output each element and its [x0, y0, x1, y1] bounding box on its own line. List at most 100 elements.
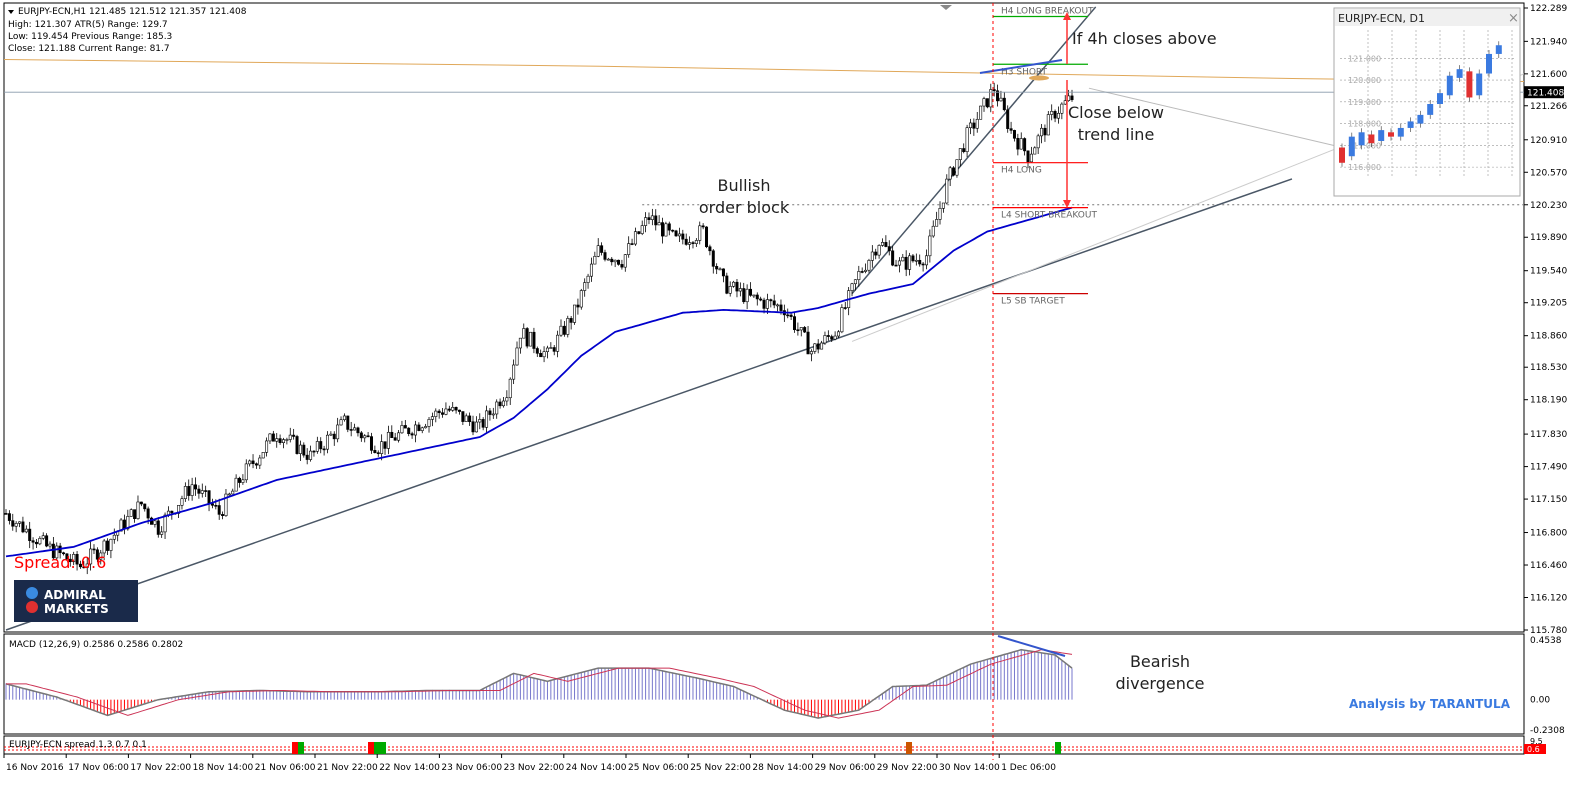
candle-body: [803, 327, 807, 333]
candle-body: [952, 167, 956, 176]
level-label: L5 SB TARGET: [1001, 297, 1065, 307]
candle-body: [999, 97, 1003, 102]
candle-body: [488, 410, 492, 415]
candle-body: [376, 452, 380, 454]
candle-body: [72, 554, 76, 563]
candle-body: [718, 268, 722, 271]
price-tick-label: 117.150: [1530, 495, 1567, 505]
collapse-triangle-icon[interactable]: [8, 10, 14, 14]
candle-body: [386, 431, 390, 449]
candle-body: [278, 438, 282, 443]
candle-body: [275, 438, 279, 442]
logo-bg: [14, 580, 138, 622]
inset-chart[interactable]: EURJPY-ECN, D1 × 121.000 120.000 119.000 11…: [1333, 7, 1521, 197]
spread-tick-label: 9.5: [1530, 737, 1543, 746]
candle-body: [1029, 153, 1033, 163]
inset-close-icon[interactable]: ×: [1508, 11, 1519, 26]
candle-body: [369, 436, 373, 451]
candle-body: [650, 215, 654, 220]
annotation-if-4h: If 4h closes above: [1072, 29, 1217, 48]
candle-body: [539, 353, 543, 358]
candle-body: [24, 528, 28, 533]
time-tick-label: 29 Nov 06:00: [815, 763, 876, 773]
shift-marker-icon: [940, 5, 952, 10]
spread-tick-label: 0.6: [1527, 745, 1540, 754]
inset-candle: [1437, 93, 1443, 104]
candle-body: [583, 282, 587, 291]
candle-body: [904, 256, 908, 270]
candle-body: [603, 252, 607, 260]
candle-body: [623, 254, 627, 268]
candle-body: [759, 298, 763, 301]
candle-body: [248, 460, 252, 465]
candle-body: [1016, 137, 1020, 150]
candle-body: [573, 304, 577, 323]
credit-tarantula: Analysis by TARANTULA: [1349, 697, 1511, 711]
candle-body: [14, 523, 18, 527]
candle-body: [441, 412, 445, 415]
time-tick-label: 22 Nov 14:00: [379, 763, 440, 773]
macd-label: MACD (12,26,9) 0.2586 0.2586 0.2802: [9, 640, 183, 650]
candle-body: [671, 229, 675, 232]
candle-body: [298, 444, 302, 454]
candle-body: [735, 281, 739, 292]
candle-body: [447, 408, 451, 411]
price-tick-label: 116.460: [1530, 561, 1567, 571]
inset-candle: [1495, 45, 1502, 54]
candle-body: [251, 460, 255, 465]
candle-body: [681, 233, 685, 240]
candle-body: [894, 264, 898, 267]
candle-body: [501, 400, 505, 407]
candle-body: [836, 331, 840, 337]
candle-body: [732, 281, 736, 287]
candle-body: [481, 419, 485, 428]
annotation-bearish-2: divergence: [1116, 674, 1205, 693]
inset-tick-label: 118.000: [1348, 120, 1381, 129]
price-tick-label: 120.910: [1530, 136, 1567, 146]
candle-body: [315, 441, 319, 452]
candle-body: [1002, 97, 1006, 111]
candle-body: [850, 283, 854, 291]
candle-body: [454, 407, 458, 411]
levels-layer: H4 LONG BREAKOUT H3 SHORT H4 LONG L4 SHORT …: [993, 7, 1097, 307]
inset-link-ray: [1088, 87, 1335, 146]
candle-body: [823, 335, 827, 344]
annotation-bearish-1: Bearish: [1130, 652, 1190, 671]
inset-candle: [1358, 132, 1365, 146]
candle-body: [464, 415, 468, 422]
price-tick-label: 118.190: [1530, 396, 1567, 406]
candle-body: [99, 552, 103, 560]
candle-body: [170, 510, 174, 514]
candle-body: [600, 245, 604, 253]
candle-body: [106, 540, 110, 551]
time-tick-label: 25 Nov 22:00: [690, 763, 751, 773]
candle-body: [309, 450, 313, 460]
candle-body: [180, 498, 184, 506]
candle-body: [769, 299, 773, 302]
candle-body: [715, 266, 719, 270]
candle-body: [566, 318, 570, 335]
inset-tick-label: 117.000: [1348, 141, 1381, 150]
candle-body: [1063, 100, 1067, 105]
candle-body: [349, 429, 353, 431]
inset-candle: [1417, 114, 1424, 124]
inset-titlebar: [1335, 9, 1519, 26]
candle-body: [383, 441, 387, 449]
candle-body: [955, 159, 959, 176]
candle-body: [968, 122, 972, 129]
candle-body: [860, 271, 864, 273]
candle-body: [329, 433, 333, 436]
trend-line-1: [851, 6, 1097, 295]
time-tick-label: 25 Nov 06:00: [628, 763, 689, 773]
time-tick-label: 24 Nov 14:00: [566, 763, 627, 773]
candle-body: [457, 409, 461, 412]
spread-spike: [298, 742, 304, 754]
price-tick-label: 116.120: [1530, 594, 1567, 604]
candle-body: [413, 424, 417, 436]
candle-body: [975, 118, 979, 129]
moving-average-line: [5, 206, 1073, 558]
level-label: H4 LONG: [1001, 166, 1042, 176]
time-tick-label: 16 Nov 2016: [6, 763, 64, 773]
inset-candle: [1466, 71, 1473, 98]
candle-body: [694, 240, 698, 244]
